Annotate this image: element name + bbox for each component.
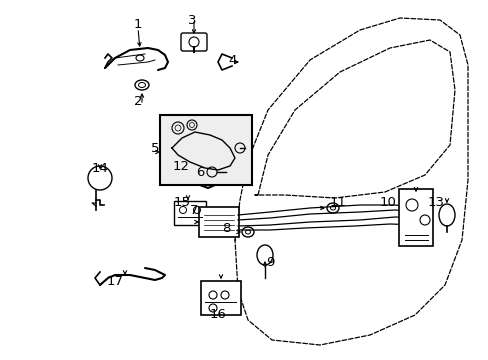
FancyBboxPatch shape — [199, 207, 239, 237]
FancyBboxPatch shape — [201, 281, 241, 315]
Text: 16: 16 — [209, 308, 226, 321]
FancyBboxPatch shape — [160, 115, 251, 185]
Text: 14: 14 — [91, 162, 108, 175]
Text: 2: 2 — [134, 95, 142, 108]
Text: 13: 13 — [427, 196, 444, 209]
FancyBboxPatch shape — [174, 201, 205, 225]
Text: 15: 15 — [173, 196, 190, 209]
FancyBboxPatch shape — [398, 189, 432, 246]
FancyBboxPatch shape — [181, 33, 206, 51]
Text: 6: 6 — [196, 166, 204, 179]
Text: 7: 7 — [189, 204, 198, 217]
Text: 10: 10 — [379, 196, 396, 209]
Text: 1: 1 — [134, 18, 142, 31]
Text: 12: 12 — [173, 161, 190, 174]
Text: 11: 11 — [329, 195, 346, 208]
Text: 9: 9 — [265, 256, 274, 269]
Text: 17: 17 — [106, 275, 123, 288]
Polygon shape — [218, 54, 231, 70]
Text: 5: 5 — [150, 141, 159, 154]
Text: 8: 8 — [222, 221, 230, 234]
Text: 4: 4 — [227, 54, 236, 67]
Text: 3: 3 — [187, 14, 196, 27]
